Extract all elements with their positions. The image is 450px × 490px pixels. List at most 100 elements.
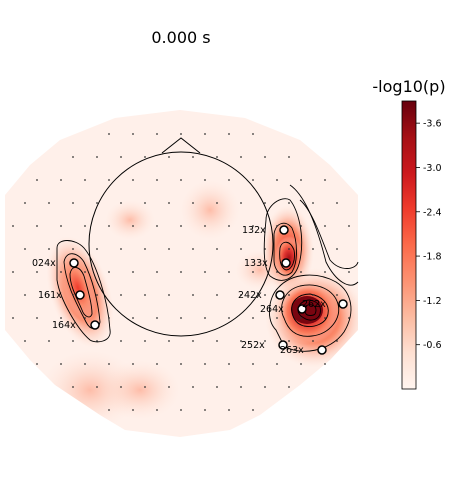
- sensor-dot: [36, 225, 38, 227]
- sensor-dot: [144, 248, 146, 250]
- sensor-dot: [168, 340, 170, 342]
- sensor-dot: [72, 202, 74, 204]
- sensor-dot: [132, 225, 134, 227]
- sensor-label: 161x: [38, 290, 62, 301]
- sensor-dot: [180, 225, 182, 227]
- sensor-dot: [132, 363, 134, 365]
- sensor-dot: [120, 156, 122, 158]
- sensor-dot: [288, 340, 290, 342]
- sensor-dot: [36, 363, 38, 365]
- sensor-dot: [24, 294, 26, 296]
- sensor-dot: [48, 202, 50, 204]
- sensor-dot: [180, 179, 182, 181]
- sensor-dot: [132, 317, 134, 319]
- sensor-dot: [204, 363, 206, 365]
- sensor-marker: [275, 290, 285, 300]
- sensor-dot: [228, 225, 230, 227]
- head-outline: [88, 151, 274, 337]
- sensor-label: 264x: [260, 304, 284, 315]
- sensor-dot: [348, 317, 350, 319]
- sensor-dot: [240, 202, 242, 204]
- sensor-marker: [75, 290, 85, 300]
- sensor-dot: [84, 225, 86, 227]
- sensor-dot: [312, 294, 314, 296]
- sensor-dot: [96, 202, 98, 204]
- sensor-dot: [156, 179, 158, 181]
- sensor-dot: [276, 271, 278, 273]
- sensor-dot: [132, 133, 134, 135]
- sensor-dot: [336, 202, 338, 204]
- sensor-dot: [252, 317, 254, 319]
- sensor-dot: [72, 386, 74, 388]
- sensor-dot: [240, 386, 242, 388]
- sensor-dot: [216, 340, 218, 342]
- sensor-label: 132x: [242, 225, 266, 236]
- sensor-dot: [288, 294, 290, 296]
- sensor-dot: [84, 179, 86, 181]
- sensor-label: 263x: [280, 345, 304, 356]
- sensor-dot: [96, 340, 98, 342]
- sensor-dot: [228, 271, 230, 273]
- sensor-dot: [96, 156, 98, 158]
- sensor-dot: [156, 409, 158, 411]
- sensor-dot: [72, 156, 74, 158]
- sensor-dot: [216, 156, 218, 158]
- sensor-dot: [276, 363, 278, 365]
- sensor-dot: [108, 271, 110, 273]
- sensor-dot: [264, 386, 266, 388]
- sensor-dot: [120, 248, 122, 250]
- sensor-dot: [156, 271, 158, 273]
- colorbar-ticks: -3.6 -3.0 -2.4 -1.8 -1.2 -0.6: [416, 119, 442, 351]
- sensor-dot: [60, 271, 62, 273]
- sensor-dot: [228, 179, 230, 181]
- sensor-dot: [180, 409, 182, 411]
- sensor-dot: [36, 179, 38, 181]
- sensor-marker: [317, 345, 327, 355]
- colorbar-tick-label: -1.2: [423, 296, 442, 307]
- sensor-dot: [24, 340, 26, 342]
- sensor-dot: [240, 248, 242, 250]
- sensor-dot: [228, 363, 230, 365]
- sensor-dot: [60, 363, 62, 365]
- sensor-dot: [144, 202, 146, 204]
- nose-outline: [161, 137, 201, 154]
- sensor-dot: [144, 386, 146, 388]
- sensor-dot: [60, 225, 62, 227]
- sensor-dot: [240, 340, 242, 342]
- sensor-dot: [84, 271, 86, 273]
- sensor-dot: [348, 271, 350, 273]
- sensor-dot: [132, 271, 134, 273]
- sensor-dot: [192, 386, 194, 388]
- sensor-marker: [297, 304, 307, 314]
- sensor-dot: [288, 248, 290, 250]
- sensor-dot: [180, 317, 182, 319]
- sensor-dot: [48, 248, 50, 250]
- sensor-dot: [132, 409, 134, 411]
- sensor-dot: [156, 363, 158, 365]
- sensor-dot: [192, 294, 194, 296]
- marked-sensors: [69, 225, 348, 355]
- sensor-dot: [240, 294, 242, 296]
- sensor-dot: [192, 156, 194, 158]
- sensor-dot: [120, 340, 122, 342]
- sensor-dot: [324, 225, 326, 227]
- sensor-dot: [300, 179, 302, 181]
- sensor-dot: [228, 133, 230, 135]
- sensor-dot: [12, 317, 14, 319]
- sensor-dot: [12, 271, 14, 273]
- sensor-marker: [90, 320, 100, 330]
- sensor-dot: [336, 340, 338, 342]
- sensor-label: 262x: [302, 299, 326, 310]
- sensor-dot: [300, 363, 302, 365]
- sensor-dot: [324, 271, 326, 273]
- sensor-dot: [264, 156, 266, 158]
- sensor-dot: [144, 156, 146, 158]
- sensor-dot: [312, 202, 314, 204]
- sensor-dot: [252, 225, 254, 227]
- colorbar: -log10(p) -3.6 -3.0 -2.4 -1.8 -1.2 -0.6: [372, 77, 446, 390]
- sensor-dot: [228, 409, 230, 411]
- sensor-dot: [72, 248, 74, 250]
- sensor-dot: [180, 363, 182, 365]
- sensor-marker: [69, 258, 79, 268]
